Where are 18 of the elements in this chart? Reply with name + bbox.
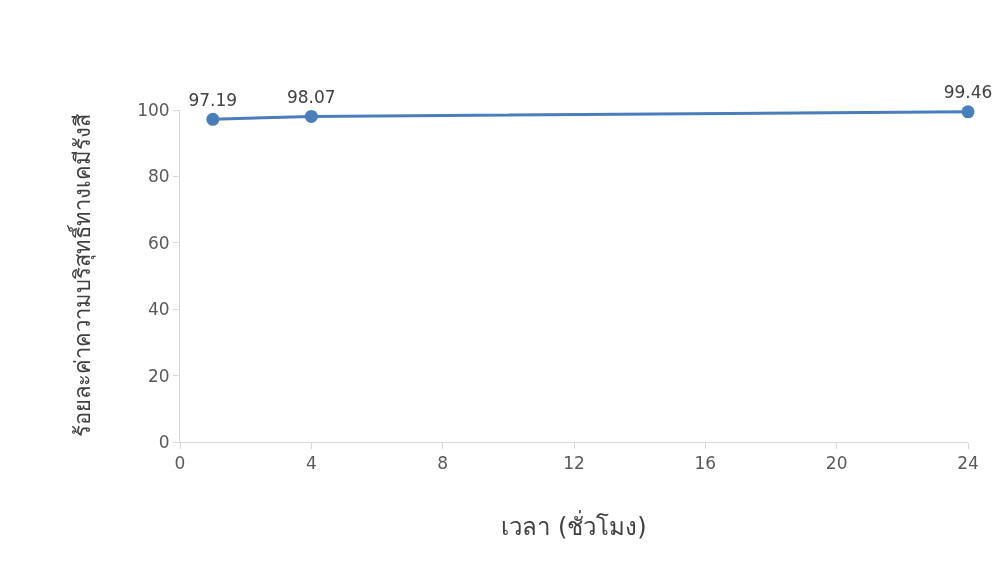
y-axis-title: ร้อยละค่าความบริสุทธิ์ทางเคมีรังสี [66,113,96,438]
x-tick-label: 8 [437,453,449,474]
x-axis-title: เวลา (ชั่วโมง) [501,509,647,541]
y-tick-label: 100 [137,99,170,120]
data-label: 97.19 [188,89,238,110]
y-tick-label: 0 [158,431,170,452]
y-tick-label: 40 [147,299,170,320]
x-tick-label: 12 [563,453,585,474]
x-tick-label: 4 [305,453,317,474]
y-tick-label: 60 [147,232,170,253]
x-tick-label: 0 [174,453,186,474]
x-tick-label: 20 [825,453,848,474]
y-tick-label: 80 [147,166,170,187]
y-tick-label: 20 [147,365,170,386]
x-tick-label: 24 [957,453,979,474]
x-tick-label: 16 [694,453,717,474]
data-label: 98.07 [286,87,336,108]
data-label: 99.46 [943,82,993,103]
